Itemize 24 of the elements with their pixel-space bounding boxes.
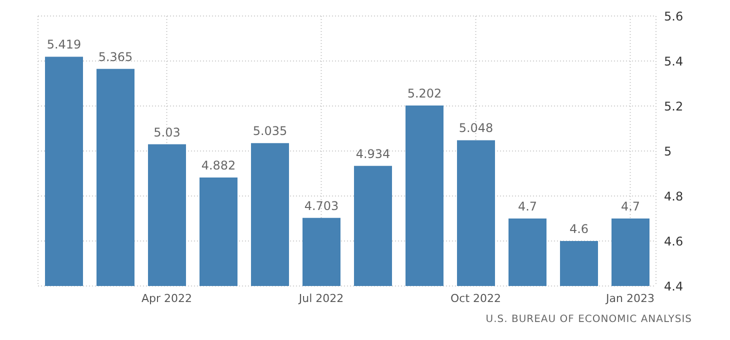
x-tick-label: Oct 2022 bbox=[450, 292, 502, 305]
y-tick-label: 5.6 bbox=[664, 9, 684, 24]
data-label: 4.882 bbox=[201, 158, 236, 173]
x-tick-label: Apr 2022 bbox=[141, 292, 192, 305]
data-label: 5.419 bbox=[46, 38, 82, 52]
data-label: 4.7 bbox=[620, 200, 640, 214]
data-label: 5.048 bbox=[458, 121, 494, 136]
y-tick-label: 5.4 bbox=[664, 54, 684, 68]
data-label: 5.202 bbox=[407, 86, 442, 101]
y-tick-label: 4.8 bbox=[664, 189, 684, 204]
data-label: 5.035 bbox=[252, 124, 288, 138]
data-label: 5.365 bbox=[98, 50, 133, 64]
data-label: 4.6 bbox=[569, 222, 589, 236]
x-tick-label: Jan 2023 bbox=[605, 292, 654, 305]
data-label: 5.03 bbox=[154, 125, 180, 140]
y-tick-label: 4.6 bbox=[664, 234, 684, 248]
y-tick-label: 5 bbox=[664, 144, 672, 158]
data-label: 4.7 bbox=[518, 200, 538, 214]
text: U.S. BUREAU OF ECONOMIC ANALYSIS bbox=[486, 314, 692, 325]
y-tick-label: 5.2 bbox=[664, 99, 684, 114]
x-tick-label: Jul 2022 bbox=[298, 292, 344, 305]
data-label: 4.703 bbox=[304, 198, 339, 213]
y-tick-label: 4.4 bbox=[664, 279, 684, 294]
data-label: 4.934 bbox=[356, 146, 390, 161]
